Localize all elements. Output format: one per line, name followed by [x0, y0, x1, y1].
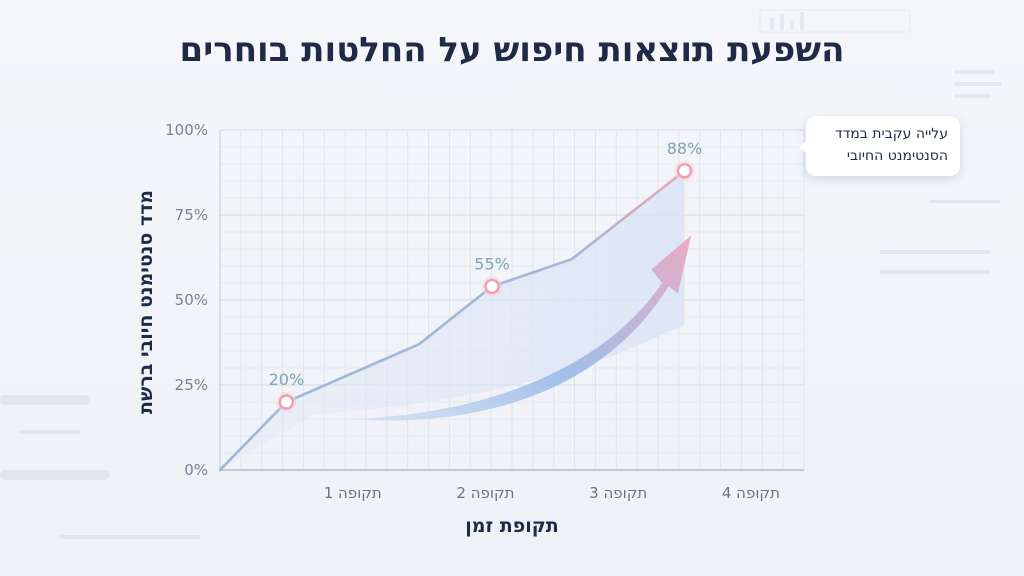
data-label: 88% [667, 139, 703, 158]
tick-labels: 0% 25% 50% 75% 100% תקופה 1 תקופה 2 תקופה 3 תקופ… [165, 121, 780, 502]
data-label: 55% [474, 254, 510, 273]
x-tick-label: תקופה 2 [456, 484, 514, 502]
y-tick-label: 50% [175, 291, 208, 309]
x-tick-label: תקופה 1 [324, 484, 382, 502]
data-point-marker [676, 163, 693, 179]
y-tick-label: 100% [165, 121, 208, 139]
axes [219, 130, 804, 471]
x-tick-label: תקופה 4 [722, 484, 780, 502]
point-markers [276, 160, 695, 412]
chart-title: השפעת תוצאות חיפוש על החלטות בוחרים [179, 30, 845, 70]
data-label: 20% [269, 370, 305, 389]
x-axis-label: תקופת זמן [465, 515, 559, 537]
data-point-marker [278, 394, 295, 410]
shaded-area [220, 170, 685, 471]
y-tick-label: 75% [175, 206, 208, 224]
callout-line-2: הסנטימנט החיובי [846, 148, 948, 164]
y-tick-label: 0% [184, 461, 208, 479]
x-tick-label: תקופה 3 [589, 484, 647, 502]
y-tick-label: 25% [175, 376, 208, 394]
annotation-callout: עלייה עקבית במדד הסנטימנט החיובי [799, 116, 960, 176]
series-line [218, 169, 686, 472]
data-point-marker [484, 278, 500, 295]
callout-line-1: עלייה עקבית במדד [834, 126, 948, 142]
series-line-path [218, 169, 686, 472]
y-axis-label: מדד סנטימנט חיובי ברשת [135, 190, 157, 414]
area-fill [220, 170, 685, 471]
